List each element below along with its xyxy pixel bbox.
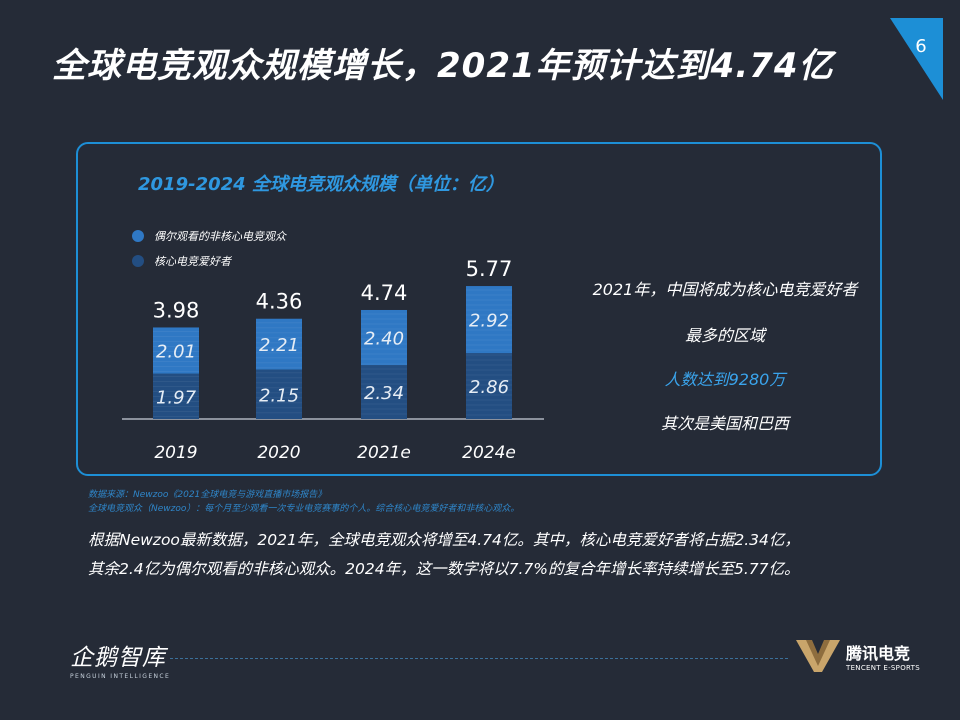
footer-divider [170, 658, 788, 659]
label-noncore-2021e: 2.40 [364, 329, 404, 350]
logo-right-name: 腾讯电竞 [846, 644, 911, 663]
legend-swatch-core [132, 254, 144, 267]
side-note-highlight: 人数达到9280万 [664, 370, 786, 389]
source-line-2: 全球电竞观众（Newzoo）：每个月至少观看一次专业电竞赛事的个人。综合核心电竞… [88, 504, 520, 514]
legend-label-core: 核心电竞爱好者 [154, 254, 231, 268]
tencent-esports-logo: 腾讯电竞 TENCENT E-SPORTS [796, 638, 920, 674]
label-core-2020: 2.15 [259, 385, 299, 406]
penguin-intelligence-logo: 企鹅智库 PENGUIN INTELLIGENCE [70, 638, 170, 680]
page-number: 6 [915, 36, 927, 57]
tencent-esports-v-icon [796, 640, 840, 672]
bar-noncore-2019 [153, 327, 199, 374]
x-tick-2019: 2019 [154, 443, 197, 463]
legend-item-noncore: 偶尔观看的非核心电竞观众 [132, 223, 286, 248]
chart-frame [76, 142, 882, 476]
side-note-line1: 2021年，中国将成为核心电竞爱好者 [592, 280, 858, 299]
x-tick-2024e: 2024e [462, 443, 516, 463]
logo-left-name: 企鹅智库 [70, 645, 166, 671]
legend-label-noncore: 偶尔观看的非核心电竞观众 [154, 229, 286, 243]
bar-core-2019 [153, 373, 199, 419]
side-note-line2: 最多的区域 [684, 326, 765, 345]
label-noncore-2020: 2.21 [259, 335, 299, 356]
bar-core-2021e [361, 365, 407, 419]
label-noncore-2024e: 2.92 [469, 311, 509, 332]
logo-right-subtitle: TENCENT E-SPORTS [846, 664, 920, 672]
bar-core-2020 [256, 369, 302, 419]
x-tick-2021e: 2021e [357, 443, 411, 463]
bar-noncore-2020 [256, 318, 302, 370]
chart-legend: 偶尔观看的非核心电竞观众 核心电竞爱好者 [132, 223, 286, 273]
label-total-2020: 4.36 [256, 290, 303, 314]
label-core-2021e: 2.34 [364, 383, 404, 404]
legend-swatch-noncore [132, 229, 144, 242]
label-noncore-2019: 2.01 [156, 342, 196, 363]
page-title: 全球电竞观众规模增长，2021年预计达到4.74亿 [52, 46, 834, 86]
label-core-2019: 1.97 [156, 387, 197, 408]
source-line-1: 数据来源：Newzoo《2021全球电竞与游戏直播市场报告》 [88, 490, 327, 500]
label-core-2024e: 2.86 [469, 377, 509, 398]
label-total-2024e: 5.77 [466, 257, 513, 281]
bar-core-2024e [466, 353, 512, 419]
legend-item-core: 核心电竞爱好者 [132, 248, 286, 273]
logo-left-subtitle: PENGUIN INTELLIGENCE [70, 673, 171, 680]
bar-noncore-2021e [361, 309, 407, 366]
bar-noncore-2024e [466, 286, 512, 354]
label-total-2021e: 4.74 [361, 281, 408, 305]
side-note-line4: 其次是美国和巴西 [660, 414, 789, 433]
x-tick-2020: 2020 [257, 443, 300, 463]
label-total-2019: 3.98 [153, 298, 200, 322]
body-paragraph-line2: 其余2.4亿为偶尔观看的非核心观众。2024年，这一数字将以7.7%的复合年增长… [88, 560, 800, 578]
body-paragraph-line1: 根据Newzoo最新数据，2021年，全球电竞观众将增至4.74亿。其中，核心电… [88, 531, 800, 549]
chart-title: 2019-2024 全球电竞观众规模（单位：亿） [138, 174, 504, 195]
